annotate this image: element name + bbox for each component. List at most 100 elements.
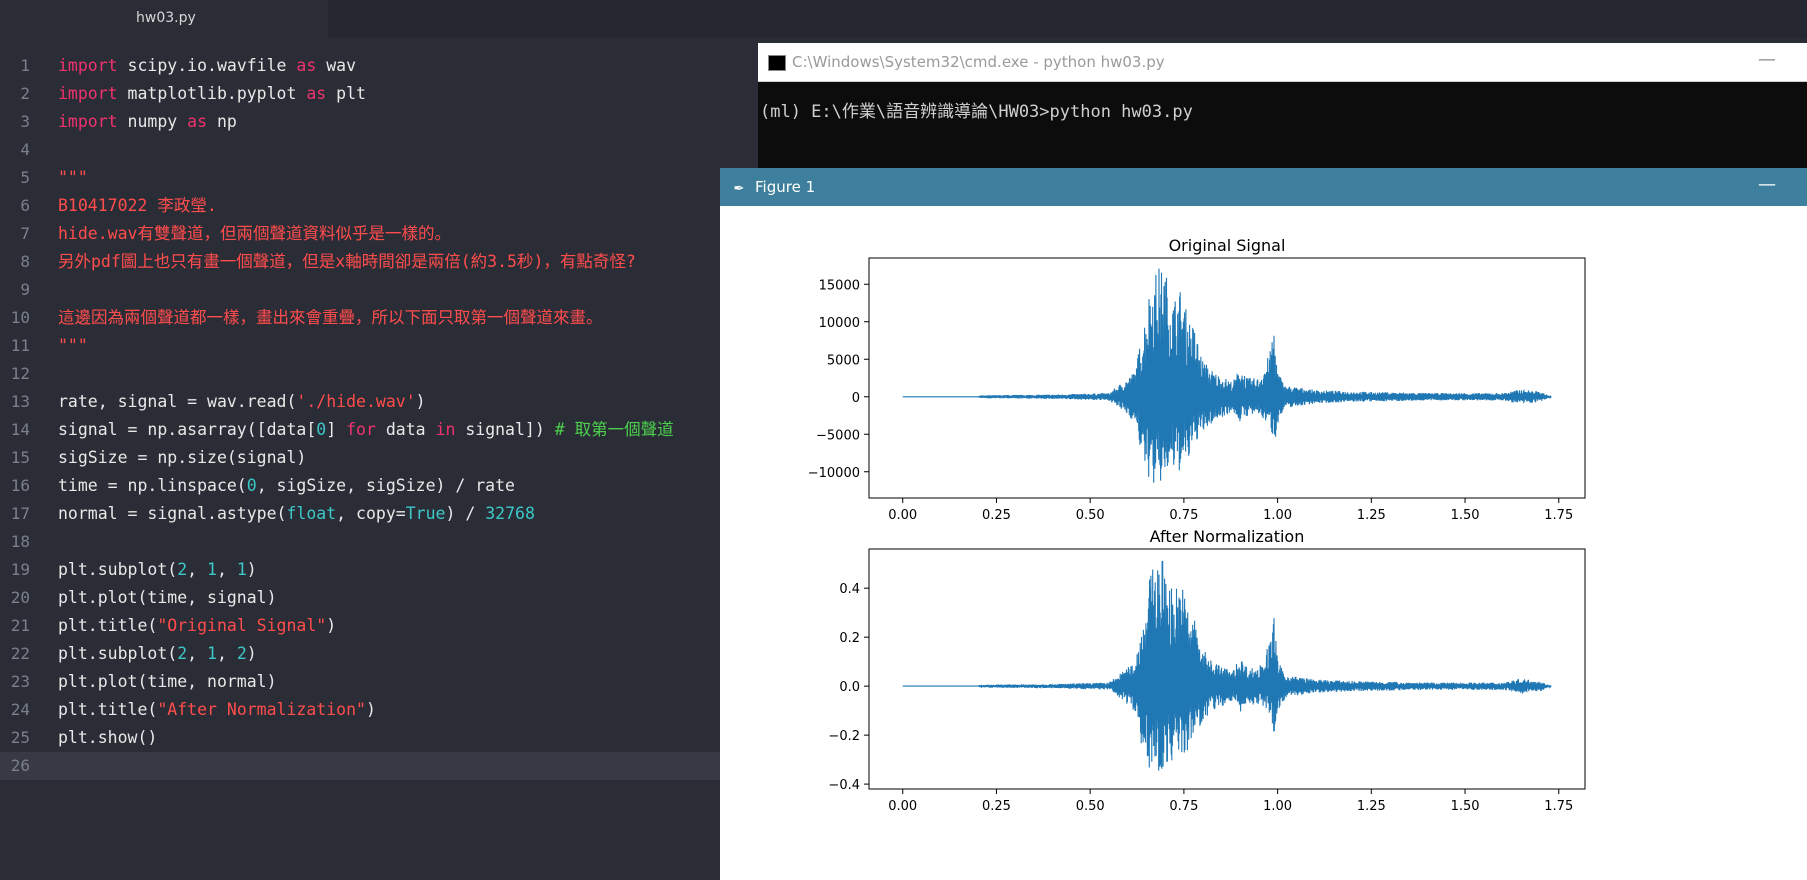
- line-number: 5: [20, 168, 30, 187]
- line-number: 12: [10, 364, 30, 383]
- code-line[interactable]: 12: [0, 360, 720, 388]
- x-tick-label: 1.75: [1544, 508, 1573, 523]
- code-line[interactable]: 6 B10417022 李政瑩.: [0, 192, 720, 220]
- line-number: 18: [10, 532, 30, 551]
- code-line[interactable]: 2 import matplotlib.pyplot as plt: [0, 80, 720, 108]
- code-line[interactable]: 23 plt.plot(time, normal): [0, 668, 720, 696]
- line-number: 13: [10, 392, 30, 411]
- code-line[interactable]: 4: [0, 136, 720, 164]
- code-text: """: [58, 336, 88, 355]
- code-line[interactable]: 18: [0, 528, 720, 556]
- line-number: 15: [10, 448, 30, 467]
- waveform-line: [902, 560, 1552, 771]
- code-text: plt.plot(time, normal): [58, 672, 277, 691]
- x-tick-label: 1.25: [1357, 508, 1386, 523]
- code-line[interactable]: 25 plt.show(): [0, 724, 720, 752]
- y-tick-label: 5000: [827, 353, 860, 368]
- figure-minimize-button[interactable]: —: [1758, 174, 1776, 195]
- x-tick-label: 1.25: [1357, 799, 1386, 814]
- x-tick-label: 1.50: [1451, 799, 1480, 814]
- x-tick-label: 0.75: [1169, 508, 1198, 523]
- line-number: 21: [10, 616, 30, 635]
- line-number: 26: [10, 756, 30, 775]
- code-line[interactable]: 11 """: [0, 332, 720, 360]
- line-number: 20: [10, 588, 30, 607]
- code-line[interactable]: 8 另外pdf圖上也只有畫一個聲道，但是x軸時間卻是兩倍(約3.5秒)，有點奇怪?: [0, 248, 720, 276]
- y-tick-label: 10000: [819, 316, 860, 331]
- code-text: B10417022 李政瑩.: [58, 196, 217, 215]
- line-number: 25: [10, 728, 30, 747]
- code-line[interactable]: 26: [0, 752, 720, 780]
- cmd-titlebar[interactable]: C:\Windows\System32\cmd.exe - python hw0…: [758, 43, 1807, 82]
- code-line[interactable]: 20 plt.plot(time, signal): [0, 584, 720, 612]
- figure-window[interactable]: ✒ Figure 1 — Original Signal 0.00 0.25 0.50…: [720, 168, 1807, 880]
- x-tick-label: 1.50: [1451, 508, 1480, 523]
- code-line[interactable]: 10 這邊因為兩個聲道都一樣，畫出來會重疊，所以下面只取第一個聲道來畫。: [0, 304, 720, 332]
- code-editor[interactable]: 1 import scipy.io.wavfile as wav 2 import m…: [0, 38, 720, 880]
- line-number: 10: [10, 308, 30, 327]
- line-number: 14: [10, 420, 30, 439]
- code-line[interactable]: 13 rate, signal = wav.read('./hide.wav'): [0, 388, 720, 416]
- code-line[interactable]: 5 """: [0, 164, 720, 192]
- line-number: 19: [10, 560, 30, 579]
- code-line[interactable]: 14 signal = np.asarray([data[0] for data …: [0, 416, 720, 444]
- x-tick-label: 0.25: [982, 799, 1011, 814]
- line-number: 7: [20, 224, 30, 243]
- x-tick-label: 0.75: [1169, 799, 1198, 814]
- x-tick-label: 0.50: [1076, 799, 1105, 814]
- code-line[interactable]: 24 plt.title("After Normalization"): [0, 696, 720, 724]
- y-tick-label: −5000: [816, 428, 860, 443]
- x-tick-label: 0.25: [982, 508, 1011, 523]
- code-line[interactable]: 17 normal = signal.astype(float, copy=Tru…: [0, 500, 720, 528]
- x-tick-label: 0.00: [888, 508, 917, 523]
- code-line[interactable]: 19 plt.subplot(2, 1, 1): [0, 556, 720, 584]
- line-number: 3: [20, 112, 30, 131]
- line-number: 4: [20, 140, 30, 159]
- code-text: 另外pdf圖上也只有畫一個聲道，但是x軸時間卻是兩倍(約3.5秒)，有點奇怪?: [58, 252, 636, 271]
- code-text: plt.subplot(2, 1, 2): [58, 644, 257, 663]
- line-number: 9: [20, 280, 30, 299]
- figure-canvas[interactable]: Original Signal 0.00 0.25 0.50 0.75 1.00 1.25 1…: [720, 206, 1807, 880]
- code-text: import numpy as np: [58, 112, 237, 131]
- x-tick-label: 0.00: [888, 799, 917, 814]
- code-text: import matplotlib.pyplot as plt: [58, 84, 366, 103]
- line-number: 11: [10, 336, 30, 355]
- code-line[interactable]: 16 time = np.linspace(0, sigSize, sigSize…: [0, 472, 720, 500]
- code-line[interactable]: 15 sigSize = np.size(signal): [0, 444, 720, 472]
- code-line[interactable]: 7 hide.wav有雙聲道，但兩個聲道資料似乎是一樣的。: [0, 220, 720, 248]
- cmd-icon: [768, 55, 786, 71]
- cmd-minimize-button[interactable]: —: [1758, 49, 1776, 70]
- subplot-title: After Normalization: [1150, 527, 1305, 546]
- x-tick-label: 1.00: [1263, 799, 1292, 814]
- tab-bar: hw03.py: [0, 0, 1807, 38]
- x-tick-label: 1.75: [1544, 799, 1573, 814]
- code-line[interactable]: 1 import scipy.io.wavfile as wav: [0, 52, 720, 80]
- line-number: 1: [20, 56, 30, 75]
- code-text: time = np.linspace(0, sigSize, sigSize) …: [58, 476, 515, 495]
- y-tick-label: 0.4: [839, 582, 860, 597]
- line-number: 23: [10, 672, 30, 691]
- code-text: """: [58, 168, 88, 187]
- x-tick-label: 0.50: [1076, 508, 1105, 523]
- code-line[interactable]: 9: [0, 276, 720, 304]
- y-tick-label: 15000: [819, 278, 860, 293]
- code-line[interactable]: 22 plt.subplot(2, 1, 2): [0, 640, 720, 668]
- line-number: 2: [20, 84, 30, 103]
- code-text: plt.plot(time, signal): [58, 588, 277, 607]
- tab-hw03[interactable]: hw03.py: [0, 0, 328, 38]
- y-tick-label: 0.0: [839, 680, 860, 695]
- subplot-title: Original Signal: [1169, 236, 1286, 255]
- y-tick-label: 0.2: [839, 631, 860, 646]
- code-text: import scipy.io.wavfile as wav: [58, 56, 357, 75]
- figure-title: Figure 1: [755, 178, 816, 196]
- feather-icon: ✒: [734, 177, 744, 196]
- code-text: sigSize = np.size(signal): [58, 448, 307, 467]
- code-text: normal = signal.astype(float, copy=True)…: [58, 504, 535, 523]
- code-line[interactable]: 3 import numpy as np: [0, 108, 720, 136]
- cmd-title: C:\Windows\System32\cmd.exe - python hw0…: [792, 53, 1165, 71]
- code-line[interactable]: 21 plt.title("Original Signal"): [0, 612, 720, 640]
- line-number: 22: [10, 644, 30, 663]
- figure-titlebar[interactable]: ✒ Figure 1 —: [720, 168, 1807, 206]
- code-text: plt.show(): [58, 728, 158, 747]
- cmd-output: (ml) E:\作業\語音辨識導論\HW03>python hw03.py: [760, 102, 1193, 122]
